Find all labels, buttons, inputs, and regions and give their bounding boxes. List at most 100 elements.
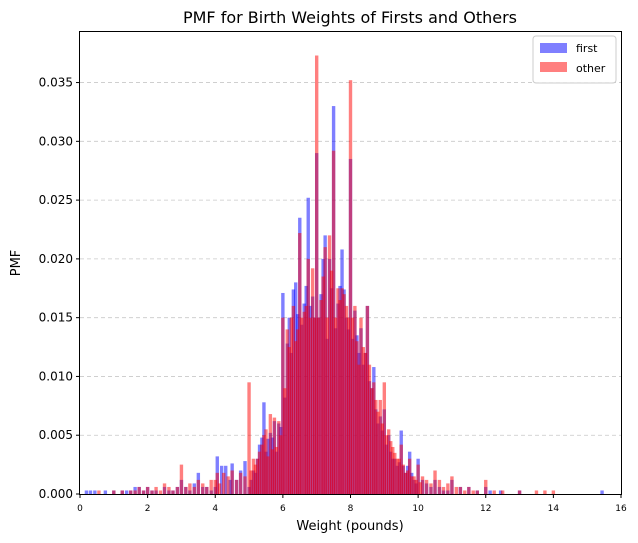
bar-first	[84, 490, 89, 494]
bar-other	[314, 55, 319, 495]
bar-other	[304, 305, 308, 494]
bar-other	[350, 317, 355, 494]
bar-other	[500, 490, 505, 494]
bar-other	[296, 329, 300, 494]
x-tick-label: 14	[548, 504, 560, 514]
bar-other	[329, 270, 334, 494]
bar-other	[338, 300, 342, 494]
bar-first	[88, 490, 93, 494]
bar-other	[450, 476, 454, 494]
bar-other	[260, 444, 264, 494]
bar-other	[367, 364, 372, 494]
bar-other	[380, 423, 384, 494]
bar-other	[279, 435, 283, 494]
bar-other	[376, 411, 380, 494]
bar-other	[175, 486, 180, 494]
bar-other	[257, 451, 262, 494]
bar-other	[420, 476, 425, 494]
bar-other	[243, 476, 247, 494]
bar-other	[289, 317, 294, 494]
bar-other	[215, 472, 219, 494]
bar-first	[600, 490, 604, 494]
bar-other	[255, 458, 260, 494]
bar-other	[226, 476, 230, 494]
bar-other	[298, 233, 302, 495]
bar-other	[300, 317, 304, 494]
bar-other	[129, 490, 133, 494]
chart-title: PMF for Birth Weights of Firsts and Othe…	[183, 8, 517, 27]
bar-other	[441, 486, 446, 494]
bar-other	[401, 464, 405, 494]
bar-other	[262, 435, 266, 494]
x-tick-label: 6	[280, 504, 286, 514]
bar-other	[209, 479, 213, 494]
bar-other	[264, 429, 268, 494]
bar-other	[416, 464, 420, 494]
bar-other	[454, 486, 459, 494]
bar-other	[253, 464, 258, 494]
bar-other	[458, 486, 463, 494]
bar-other	[112, 490, 116, 494]
bar-first	[224, 465, 228, 494]
bar-other	[201, 483, 205, 494]
bar-other	[205, 486, 209, 494]
bar-other	[418, 482, 422, 494]
bar-other	[382, 382, 387, 494]
bar-other	[270, 449, 275, 494]
bar-other	[344, 305, 349, 494]
bar-other	[158, 490, 163, 494]
bar-other	[277, 421, 281, 494]
x-axis-ticks: 0 2 4 6 8 10 12 14 16	[77, 494, 627, 514]
legend: first other	[532, 35, 617, 84]
bar-other	[342, 294, 346, 494]
legend-label-other: other	[576, 62, 606, 75]
bar-other	[294, 341, 298, 494]
bar-other	[370, 388, 374, 494]
bar-other	[319, 300, 323, 494]
bar-other	[323, 247, 327, 494]
bar-other	[196, 479, 201, 494]
bar-other	[291, 305, 296, 494]
bar-other	[179, 464, 184, 494]
y-axis-ticks: 0.000 0.005 0.010 0.015 0.020 0.025 0.030 0.035	[39, 76, 80, 501]
bar-other	[285, 329, 289, 494]
y-tick-label: 0.015	[39, 311, 73, 325]
bar-first	[124, 490, 129, 494]
bar-first	[228, 479, 232, 494]
bar-other	[327, 235, 332, 495]
x-tick-label: 0	[77, 504, 83, 514]
bar-other	[355, 341, 359, 494]
x-axis-label: Weight (pounds)	[296, 519, 403, 534]
bar-other	[162, 483, 167, 494]
legend-swatch-other	[540, 62, 567, 72]
series-other	[97, 55, 556, 495]
bar-other	[403, 472, 408, 494]
y-tick-label: 0.010	[39, 369, 73, 383]
bar-other	[484, 479, 488, 494]
bar-other	[184, 486, 188, 494]
bar-other	[133, 490, 137, 494]
legend-label-first: first	[576, 42, 598, 55]
bar-other	[145, 486, 150, 494]
bar-other	[97, 490, 101, 494]
bar-other	[517, 490, 522, 494]
bar-other	[336, 288, 340, 494]
bar-other	[192, 486, 196, 494]
bar-other	[429, 483, 433, 494]
bar-other	[346, 317, 351, 494]
bar-other	[274, 446, 279, 494]
bar-other	[365, 305, 370, 494]
y-tick-label: 0.020	[39, 252, 73, 266]
bar-other	[217, 483, 222, 494]
bar-other	[412, 476, 416, 494]
bar-other	[543, 490, 547, 494]
y-tick-label: 0.005	[39, 428, 73, 442]
bar-other	[393, 452, 397, 494]
bar-other	[154, 486, 158, 494]
bar-other	[247, 382, 251, 494]
bar-first	[488, 490, 492, 494]
bar-other	[424, 479, 429, 494]
bar-other	[387, 429, 391, 494]
bar-other	[551, 490, 556, 494]
